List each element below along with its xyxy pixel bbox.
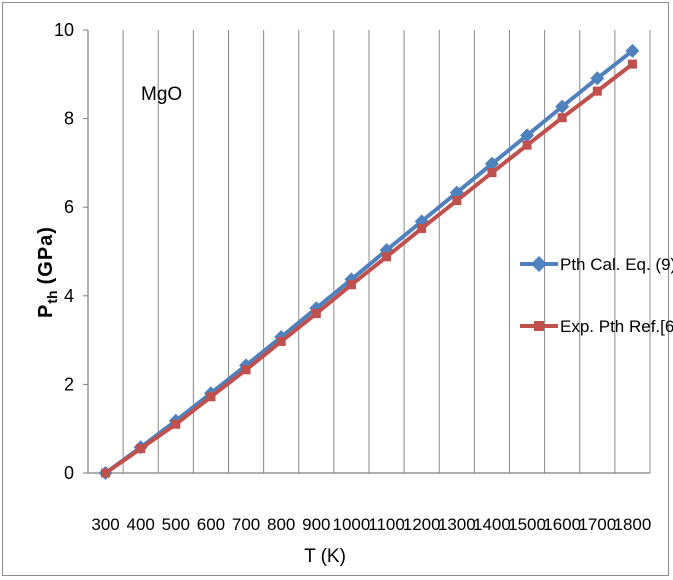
x-tick-label: 1100	[368, 515, 405, 534]
legend-marker-0	[531, 256, 547, 272]
data-point-1	[557, 113, 567, 123]
series-layer	[98, 43, 640, 480]
x-tick-label: 1800	[614, 515, 652, 534]
data-point-1	[171, 419, 181, 429]
series-line-0	[104, 49, 634, 475]
data-point-0	[520, 128, 535, 143]
x-tick-label: 300	[91, 515, 119, 534]
x-tick-label: 400	[127, 515, 155, 534]
x-tick-label: 1400	[473, 515, 511, 534]
data-point-1	[452, 196, 462, 206]
legend-label-0: Pth Cal. Eq. (9)	[560, 255, 673, 274]
data-point-1	[276, 336, 286, 346]
x-tick-label: 1600	[543, 515, 581, 534]
data-point-0	[555, 99, 570, 114]
data-point-0	[590, 71, 605, 86]
legend-item-1: Exp. Pth Ref.[6]	[520, 317, 673, 336]
x-tick-label: 1300	[438, 515, 476, 534]
legend-item-0: Pth Cal. Eq. (9)	[520, 255, 673, 274]
y-tick-label: 0	[64, 463, 74, 483]
data-point-1	[311, 309, 321, 319]
y-axis-title-units: (GPa)	[35, 226, 57, 284]
x-tick-label: 800	[267, 515, 295, 534]
y-tick-label: 2	[64, 374, 74, 394]
y-tick-label: 6	[64, 197, 74, 217]
data-point-1	[382, 252, 392, 262]
data-point-1	[346, 280, 356, 290]
axes	[83, 29, 650, 474]
y-axis-title-main: P	[35, 304, 57, 318]
data-point-1	[592, 86, 602, 96]
series-line-1	[104, 62, 634, 475]
legend-label-1: Exp. Pth Ref.[6]	[560, 317, 673, 336]
data-point-1	[241, 365, 251, 375]
data-point-1	[206, 392, 216, 402]
x-tick-label: 900	[302, 515, 330, 534]
data-point-0	[484, 156, 499, 171]
y-axis-title: Pth (GPa)	[35, 226, 60, 318]
x-tick-label: 1200	[403, 515, 441, 534]
x-tick-label: 500	[162, 515, 190, 534]
x-tick-label: 1000	[333, 515, 371, 534]
legend-marker-1	[534, 321, 544, 331]
x-tick-labels: 300 400 500 600 700 800 900 1000110012001300140…	[91, 515, 651, 534]
x-tick-label: 1700	[578, 515, 616, 534]
data-point-1	[522, 140, 532, 150]
legend: Pth Cal. Eq. (9) Exp. Pth Ref.[6]	[520, 255, 673, 336]
x-axis-title: T (K)	[304, 546, 346, 567]
data-point-1	[136, 444, 146, 454]
y-tick-label: 8	[64, 109, 74, 129]
y-tick-labels: 0 2 4 6 8 10	[54, 20, 74, 483]
y-tick-label: 10	[54, 20, 74, 40]
svg-text:Pth(GPa): Pth (GPa)	[35, 226, 60, 318]
y-tick-label: 4	[64, 286, 74, 306]
data-point-1	[487, 168, 497, 178]
x-tick-label: 600	[197, 515, 225, 534]
annotation-label: MgO	[141, 84, 182, 105]
data-point-1	[627, 59, 637, 69]
x-tick-label: 1500	[508, 515, 546, 534]
x-tick-label: 700	[232, 515, 260, 534]
data-point-1	[101, 468, 111, 478]
data-point-0	[625, 43, 640, 58]
y-axis-title-sub: th	[44, 290, 60, 303]
data-point-1	[417, 223, 427, 233]
